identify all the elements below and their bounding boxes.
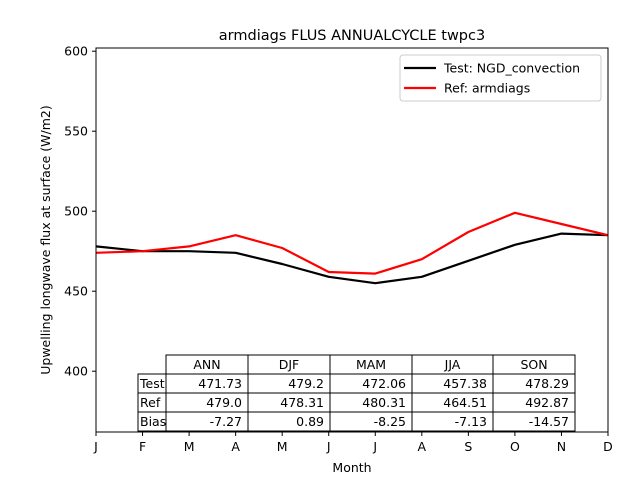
x-tick-label: J <box>326 439 331 454</box>
table-header-label: SON <box>520 357 547 372</box>
legend-box <box>399 54 602 102</box>
table-header-label: ANN <box>193 357 220 372</box>
y-tick-label: 550 <box>64 124 88 139</box>
table-row-label: Ref <box>140 395 161 410</box>
table-cell-value: -7.27 <box>210 414 242 429</box>
x-tick-label: J <box>93 439 98 454</box>
y-tick-label: 500 <box>64 204 88 219</box>
legend-label: Test: NGD_convection <box>443 61 580 76</box>
table-cell-value: 478.31 <box>280 395 324 410</box>
y-axis-label: Upwelling longwave flux at surface (W/m2… <box>38 105 53 375</box>
x-tick-label: A <box>418 439 427 454</box>
table-cell-value: 479.2 <box>288 376 324 391</box>
series-line <box>95 211 609 275</box>
y-tick-label: 450 <box>64 284 88 299</box>
x-tick-label: S <box>464 439 472 454</box>
plot-frame <box>95 47 609 433</box>
chart-title: armdiags FLUS ANNUALCYCLE twpc3 <box>219 28 485 44</box>
stats-table: ANN DJF MAM JJA SON Test 471.73 479.2 472.06 457.… <box>137 354 576 432</box>
legend: Test: NGD_convection Ref: armdiags <box>399 54 602 102</box>
table-cell-value: -14.57 <box>529 414 569 429</box>
table-cell-value: 464.51 <box>443 395 487 410</box>
y-tick-label: 400 <box>64 364 88 379</box>
table-cell-value: -7.13 <box>455 414 487 429</box>
table-header-label: DJF <box>279 357 300 372</box>
y-tick-label: 600 <box>64 44 88 59</box>
table-cell-value: -8.25 <box>374 414 406 429</box>
x-tick-label: F <box>139 439 146 454</box>
table-cell-value: 0.89 <box>296 414 324 429</box>
series-layer <box>95 211 609 285</box>
series-line <box>95 232 609 285</box>
table-cell-value: 492.87 <box>525 395 569 410</box>
table-header-label: MAM <box>356 357 386 372</box>
x-tick-label: O <box>510 439 520 454</box>
x-tick-label: D <box>603 439 613 454</box>
x-tick-label: M <box>184 439 195 454</box>
x-tick-label: M <box>277 439 288 454</box>
table-cell-value: 478.29 <box>525 376 569 391</box>
table-cell-value: 472.06 <box>362 376 406 391</box>
table-row-label: Bias <box>140 414 166 429</box>
table-cell-value: 480.31 <box>362 395 406 410</box>
y-axis: 400 450 500 550 600 <box>64 44 96 379</box>
table-cell-value: 457.38 <box>443 376 487 391</box>
table-cell-value: 479.0 <box>206 395 242 410</box>
table-row-label: Test <box>139 376 165 391</box>
x-axis-label: Month <box>332 460 371 475</box>
table-header-label: JJA <box>444 357 461 372</box>
table-cell-value: 471.73 <box>198 376 242 391</box>
x-tick-label: J <box>372 439 377 454</box>
x-tick-label: N <box>557 439 566 454</box>
table-cell <box>492 411 576 432</box>
legend-label: Ref: armdiags <box>444 81 530 96</box>
x-tick-label: A <box>231 439 240 454</box>
